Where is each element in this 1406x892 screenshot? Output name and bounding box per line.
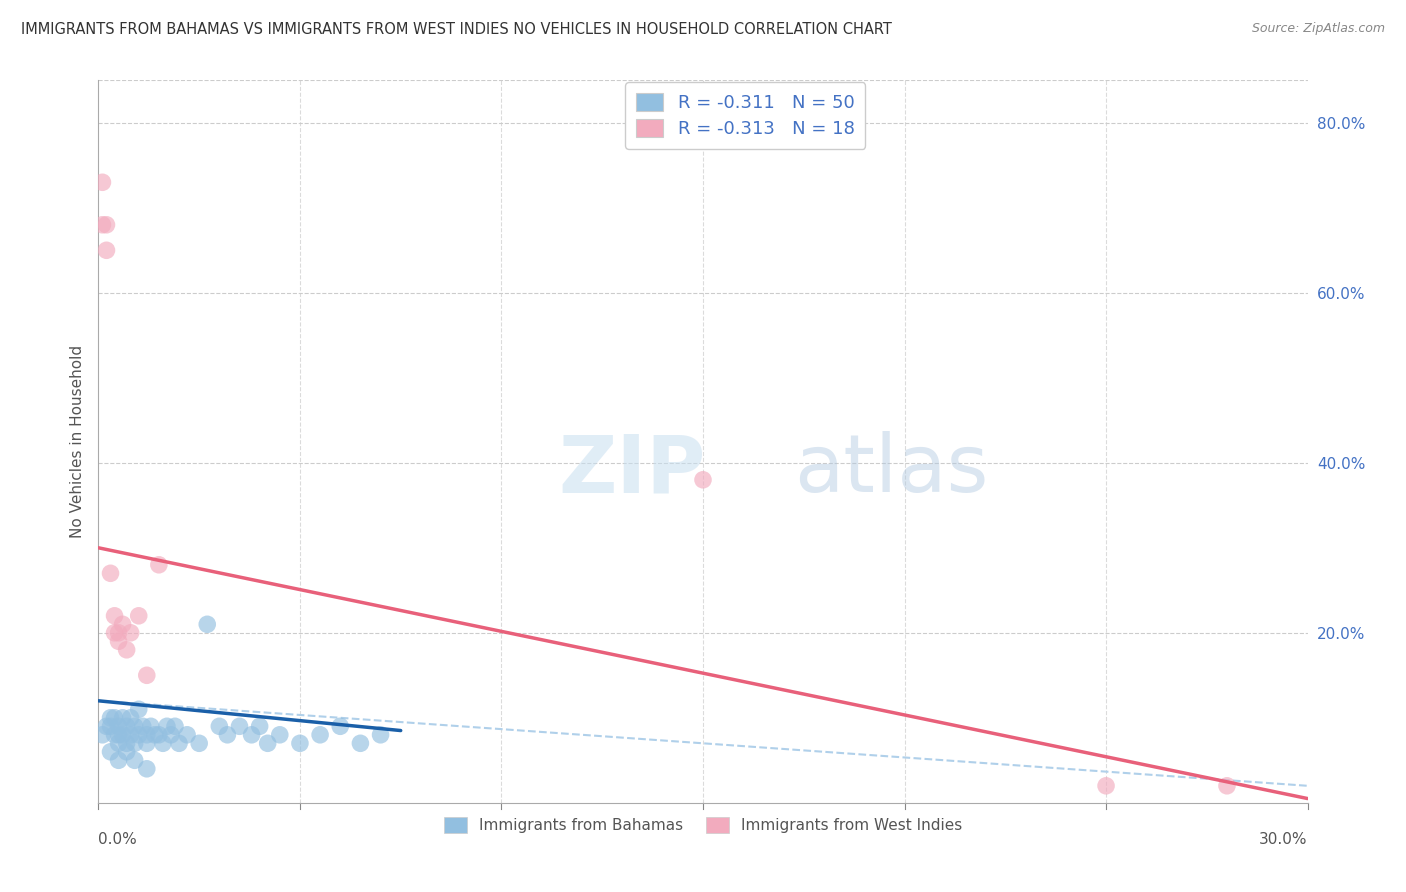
Point <box>128 608 150 623</box>
Point <box>107 753 129 767</box>
Point <box>288 736 311 750</box>
Point <box>96 218 118 232</box>
Point <box>107 728 129 742</box>
Point <box>107 634 129 648</box>
Point <box>370 728 392 742</box>
Point <box>111 711 134 725</box>
Point <box>249 719 271 733</box>
Text: ZIP: ZIP <box>558 432 706 509</box>
Point <box>309 728 332 742</box>
Point <box>124 753 146 767</box>
Point <box>100 719 122 733</box>
Point <box>167 736 190 750</box>
Text: Source: ZipAtlas.com: Source: ZipAtlas.com <box>1251 22 1385 36</box>
Point <box>160 728 183 742</box>
Point <box>91 175 114 189</box>
Point <box>103 728 125 742</box>
Point <box>135 736 157 750</box>
Point <box>176 728 198 742</box>
Point <box>100 566 122 581</box>
Point <box>1095 779 1118 793</box>
Point <box>124 719 146 733</box>
Point <box>217 728 239 742</box>
Point <box>152 736 174 750</box>
Point <box>100 711 122 725</box>
Point <box>120 711 142 725</box>
Point <box>100 745 122 759</box>
Text: atlas: atlas <box>793 432 988 509</box>
Point <box>269 728 291 742</box>
Point <box>111 728 134 742</box>
Point <box>91 218 114 232</box>
Point <box>96 244 118 258</box>
Point <box>329 719 352 733</box>
Point <box>349 736 371 750</box>
Text: 30.0%: 30.0% <box>1260 831 1308 847</box>
Point <box>111 617 134 632</box>
Text: 0.0%: 0.0% <box>98 831 138 847</box>
Y-axis label: No Vehicles in Household: No Vehicles in Household <box>69 345 84 538</box>
Point <box>96 719 118 733</box>
Point <box>208 719 231 733</box>
Point <box>188 736 211 750</box>
Point <box>139 719 162 733</box>
Point <box>115 642 138 657</box>
Point <box>107 736 129 750</box>
Point <box>91 728 114 742</box>
Point <box>132 719 155 733</box>
Point <box>228 719 250 733</box>
Point <box>115 745 138 759</box>
Point <box>256 736 278 750</box>
Point <box>148 728 170 742</box>
Point <box>195 617 218 632</box>
Point <box>115 719 138 733</box>
Point <box>128 702 150 716</box>
Point <box>240 728 263 742</box>
Point <box>135 762 157 776</box>
Point <box>107 625 129 640</box>
Point <box>143 728 166 742</box>
Point <box>163 719 186 733</box>
Legend: Immigrants from Bahamas, Immigrants from West Indies: Immigrants from Bahamas, Immigrants from… <box>434 808 972 842</box>
Point <box>692 473 714 487</box>
Point <box>107 719 129 733</box>
Point <box>120 625 142 640</box>
Point <box>115 736 138 750</box>
Text: IMMIGRANTS FROM BAHAMAS VS IMMIGRANTS FROM WEST INDIES NO VEHICLES IN HOUSEHOLD : IMMIGRANTS FROM BAHAMAS VS IMMIGRANTS FR… <box>21 22 891 37</box>
Point <box>103 625 125 640</box>
Point <box>124 736 146 750</box>
Point <box>103 608 125 623</box>
Point <box>120 728 142 742</box>
Point <box>1216 779 1239 793</box>
Point <box>135 728 157 742</box>
Point <box>148 558 170 572</box>
Point <box>128 728 150 742</box>
Point <box>135 668 157 682</box>
Point <box>156 719 179 733</box>
Point <box>103 711 125 725</box>
